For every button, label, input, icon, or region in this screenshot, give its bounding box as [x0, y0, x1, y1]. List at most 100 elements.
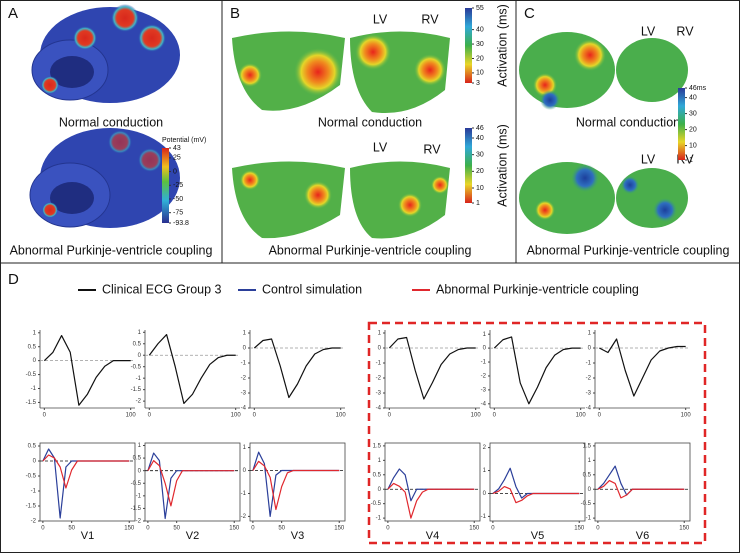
y-tick-label: -4 [481, 401, 487, 407]
colorbar-tick-label: -75 [173, 210, 183, 217]
x-tick-label: 150 [679, 526, 690, 532]
y-tick-label: 0.5 [373, 472, 382, 478]
colorbar-tick-label: -93.8 [173, 220, 189, 227]
ecg-trace [42, 454, 130, 489]
ecg-trace [597, 465, 685, 496]
y-tick-label: -1 [376, 516, 382, 522]
lead-name: V5 [531, 530, 544, 542]
x-tick-label: 100 [126, 413, 137, 419]
plot-frame [249, 442, 346, 522]
x-tick-label: 100 [576, 413, 587, 419]
y-tick-label: 0 [588, 487, 592, 493]
caption: Abnormal Purkinje-ventricle coupling [269, 243, 472, 257]
colorbar-tick-label: 40 [476, 26, 484, 33]
x-tick-label: 100 [681, 413, 692, 419]
panel-label: C [524, 5, 535, 22]
y-tick-label: 1 [243, 331, 247, 337]
y-tick-label: 0 [33, 459, 37, 465]
colorbar-tick-label: 40 [689, 94, 697, 101]
x-tick-label: 0 [43, 413, 47, 419]
panel-label: A [8, 5, 18, 22]
y-tick-label: -0.5 [371, 501, 382, 507]
colorbar-tick-label: 1 [476, 200, 480, 207]
x-tick-label: 100 [336, 413, 347, 419]
y-tick-label: -0.5 [581, 501, 592, 507]
y-tick-label: 0 [33, 358, 37, 364]
caption: Normal conduction [318, 115, 422, 129]
caption: Normal conduction [59, 115, 163, 129]
legend-label: Abnormal Purkinje-ventricle coupling [436, 282, 639, 296]
caption: Abnormal Purkinje-ventricle coupling [10, 243, 213, 257]
colorbar-tick-label: 30 [689, 110, 697, 117]
y-tick-label: -0.5 [131, 481, 142, 487]
y-tick-label: -1 [481, 514, 487, 520]
colorbar-tick-label: 10 [689, 142, 697, 149]
x-tick-label: 150 [574, 526, 585, 532]
colorbar [678, 88, 685, 160]
y-tick-label: 1 [243, 445, 247, 451]
y-tick-label: -1 [136, 493, 142, 499]
heart-renderings [29, 4, 688, 239]
plot-frame [39, 442, 136, 522]
plot-frame [489, 442, 586, 522]
y-tick-label: 1 [138, 330, 142, 336]
y-tick-label: -2 [31, 519, 37, 525]
y-tick-label: -4 [241, 406, 247, 412]
y-tick-label: -2 [586, 376, 592, 382]
ecg-trace [43, 334, 131, 406]
x-tick-label: 0 [493, 413, 497, 419]
x-tick-label: 0 [253, 413, 257, 419]
x-tick-label: 50 [68, 526, 75, 532]
y-tick-label: -2 [376, 376, 382, 382]
x-tick-label: 0 [388, 413, 392, 419]
plot-frame [594, 442, 691, 522]
ecg-trace [387, 468, 475, 502]
ecg-trace [388, 336, 476, 400]
y-tick-label: 0.5 [133, 456, 142, 462]
y-tick-label: -1.5 [131, 506, 142, 512]
colorbar-tick-label: 1 [689, 157, 693, 164]
colorbar-tick-label: 20 [689, 126, 697, 133]
x-tick-label: 0 [146, 526, 150, 532]
lead-name: V6 [636, 530, 649, 542]
ventricle-label: LV [641, 152, 656, 166]
x-tick-label: 100 [471, 413, 482, 419]
colorbar-tick-label: 20 [476, 168, 484, 175]
x-tick-label: 0 [148, 413, 152, 419]
y-tick-label: -2 [241, 376, 247, 382]
ecg-trace [597, 479, 685, 499]
y-tick-label: -0.5 [26, 474, 37, 480]
x-tick-label: 150 [469, 526, 480, 532]
y-tick-label: -1 [241, 491, 247, 497]
ecg-trace [147, 452, 235, 520]
ecg-trace [252, 460, 340, 511]
ventricle-label: RV [421, 12, 439, 26]
y-tick-label: -2 [481, 374, 487, 380]
y-tick-label: 0.5 [583, 472, 592, 478]
y-tick-label: 1 [138, 443, 142, 449]
y-tick-label: -1 [586, 361, 592, 367]
y-tick-label: 1 [378, 331, 382, 337]
colorbar [162, 148, 169, 223]
colorbar-tick-label: 10 [476, 70, 484, 77]
x-tick-label: 0 [386, 526, 390, 532]
legend-label: Clinical ECG Group 3 [102, 282, 222, 296]
colorbar-tick-label: 0 [173, 168, 177, 175]
ecg-trace [599, 338, 686, 397]
ecg-trace [253, 338, 341, 399]
y-tick-label: 0 [483, 346, 487, 352]
ventricle-label: RV [423, 142, 441, 156]
y-tick-label: -3 [241, 391, 247, 397]
colorbar-tick-label: 40 [476, 135, 484, 142]
ecg-trace [387, 482, 475, 519]
y-tick-label: -4 [586, 406, 592, 412]
x-tick-label: 150 [229, 526, 240, 532]
y-tick-label: 0 [243, 346, 247, 352]
y-tick-label: 1 [483, 468, 487, 474]
y-tick-label: 0 [588, 346, 592, 352]
ecg-trace [252, 451, 340, 518]
y-tick-label: 1 [33, 330, 37, 336]
y-tick-label: 0 [378, 487, 382, 493]
colorbar-tick-label: -25 [173, 182, 183, 189]
ecg-trace [147, 460, 235, 507]
